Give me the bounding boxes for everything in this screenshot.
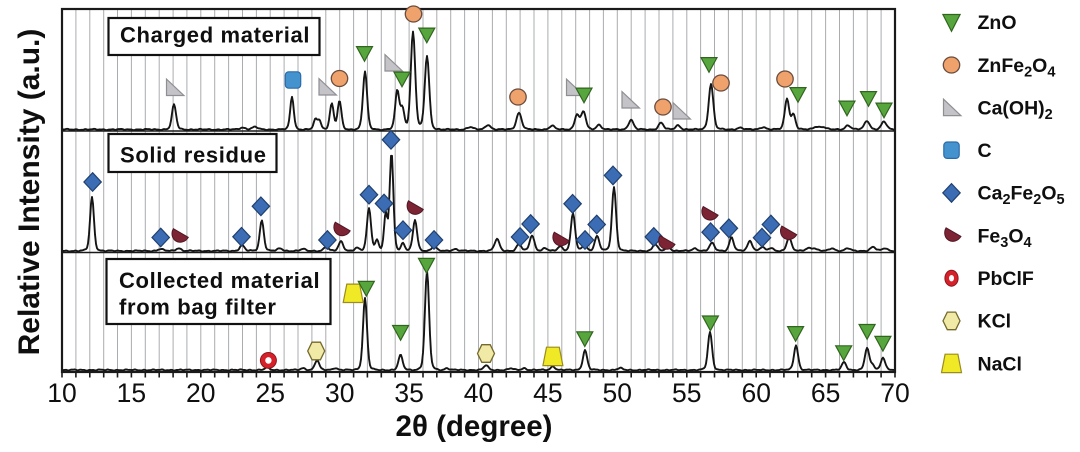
svg-text:ZnFe2​O4​: ZnFe2​O4​ bbox=[978, 55, 1056, 81]
svg-text:60: 60 bbox=[741, 378, 770, 408]
svg-text:Relative Intensity (a.u.): Relative Intensity (a.u.) bbox=[13, 29, 46, 356]
svg-text:KCl: KCl bbox=[978, 311, 1012, 333]
svg-text:25: 25 bbox=[255, 378, 284, 408]
svg-text:NaCl: NaCl bbox=[978, 353, 1022, 375]
svg-text:10: 10 bbox=[47, 378, 76, 408]
svg-text:45: 45 bbox=[533, 378, 562, 408]
svg-text:20: 20 bbox=[186, 378, 215, 408]
svg-text:15: 15 bbox=[117, 378, 146, 408]
svg-text:55: 55 bbox=[672, 378, 701, 408]
svg-text:Fe3​O4​: Fe3​O4​ bbox=[978, 225, 1032, 251]
svg-text:Ca2​Fe2​O5​: Ca2​Fe2​O5​ bbox=[978, 183, 1065, 209]
svg-text:from bag filter: from bag filter bbox=[119, 295, 277, 320]
svg-text:Solid residue: Solid residue bbox=[120, 143, 267, 168]
svg-text:2θ (degree): 2θ (degree) bbox=[396, 410, 553, 443]
svg-text:Ca(OH)2​: Ca(OH)2​ bbox=[978, 97, 1053, 123]
svg-text:70: 70 bbox=[880, 378, 909, 408]
svg-text:30: 30 bbox=[325, 378, 354, 408]
svg-text:ZnO: ZnO bbox=[978, 12, 1017, 34]
svg-text:50: 50 bbox=[603, 378, 632, 408]
svg-text:Charged material: Charged material bbox=[120, 23, 310, 48]
svg-text:40: 40 bbox=[464, 378, 493, 408]
svg-text:Collected material: Collected material bbox=[119, 268, 320, 293]
svg-text:C: C bbox=[978, 140, 992, 162]
svg-text:65: 65 bbox=[811, 378, 840, 408]
svg-text:PbClF: PbClF bbox=[978, 268, 1034, 290]
svg-text:35: 35 bbox=[394, 378, 423, 408]
